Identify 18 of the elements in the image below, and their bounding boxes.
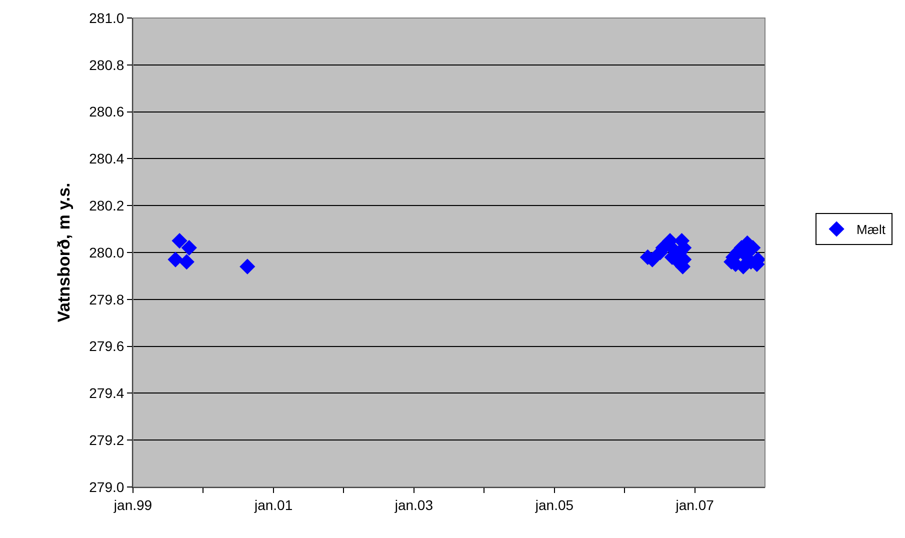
y-tick-label: 280.4	[89, 150, 124, 167]
x-tick-label: jan.07	[674, 496, 714, 513]
y-tick-label: 279.8	[89, 291, 124, 308]
y-tick-label: 279.6	[89, 338, 124, 354]
x-tick-label: jan.05	[534, 496, 574, 513]
x-tick-label: jan.03	[394, 496, 434, 513]
y-tick-label: 280.0	[89, 244, 124, 260]
y-tick-label: 280.2	[89, 198, 124, 214]
y-tick-label: 280.8	[89, 56, 124, 73]
y-tick-label: 279.0	[89, 478, 124, 495]
y-tick-label: 281.0	[89, 10, 124, 26]
x-tick-label: jan.01	[253, 496, 293, 513]
x-tick-label: jan.99	[112, 496, 152, 513]
y-axis-title: Vatnsborð, m y.s.	[54, 182, 74, 322]
y-tick-label: 279.2	[89, 432, 124, 448]
y-tick-label: 280.6	[89, 104, 124, 120]
y-tick-label: 279.4	[89, 385, 124, 402]
legend-label: Mælt	[856, 222, 886, 238]
